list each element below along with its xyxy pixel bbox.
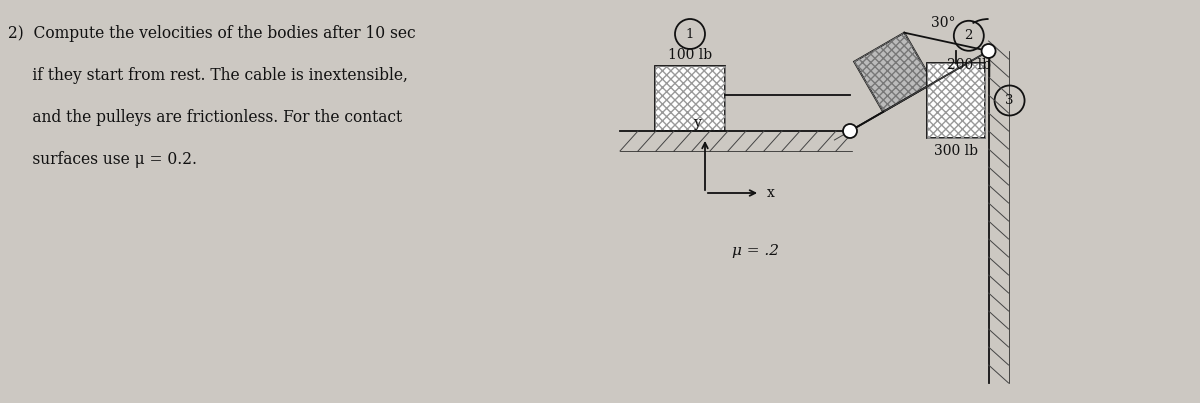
Text: 2)  Compute the velocities of the bodies after 10 sec: 2) Compute the velocities of the bodies … [8, 25, 415, 42]
Bar [926, 63, 984, 138]
Text: 100 lb: 100 lb [668, 48, 712, 62]
Bar [655, 66, 725, 131]
Bar [926, 63, 984, 138]
Circle shape [842, 124, 857, 138]
Text: 30°: 30° [931, 16, 956, 30]
Bar [655, 66, 725, 131]
Polygon shape [854, 33, 934, 112]
Text: 2: 2 [965, 29, 973, 42]
Text: 200 lb: 200 lb [947, 58, 991, 72]
Text: and the pulleys are frictionless. For the contact: and the pulleys are frictionless. For th… [8, 109, 402, 126]
Text: 300 lb: 300 lb [934, 144, 978, 158]
Text: 1: 1 [686, 27, 694, 40]
Text: μ = .2: μ = .2 [732, 244, 779, 258]
Text: if they start from rest. The cable is inextensible,: if they start from rest. The cable is in… [8, 67, 408, 84]
Text: y: y [694, 116, 702, 130]
Text: 3: 3 [1006, 94, 1014, 107]
Circle shape [982, 44, 996, 58]
Text: surfaces use μ = 0.2.: surfaces use μ = 0.2. [8, 151, 197, 168]
Text: x: x [767, 186, 775, 200]
